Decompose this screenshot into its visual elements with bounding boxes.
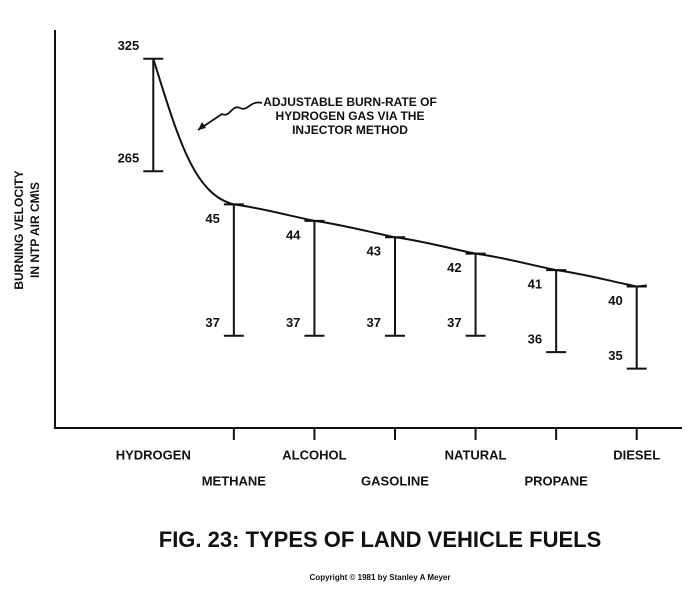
x-tick-label: METHANE [202, 473, 267, 488]
value-label: 37 [286, 315, 300, 330]
annotation: INJECTOR METHOD [292, 123, 408, 137]
value-label: 265 [118, 151, 140, 166]
x-tick-label: DIESEL [613, 447, 660, 462]
x-tick-label: HYDROGEN [116, 447, 191, 462]
value-label: 37 [447, 315, 461, 330]
y-axis-label: IN NTP AIR CM\S [28, 182, 42, 278]
value-label: 42 [447, 260, 461, 275]
value-label: 36 [528, 332, 542, 347]
x-tick-label: PROPANE [524, 473, 588, 488]
arrow-head [198, 122, 206, 130]
chart-title: FIG. 23: TYPES OF LAND VEHICLE FUELS [159, 527, 602, 552]
y-axis-label: BURNING VELOCITY [12, 170, 26, 289]
annotation: HYDROGEN GAS VIA THE [276, 109, 425, 123]
trend-curve [152, 58, 647, 288]
annotation-arrow [197, 101, 263, 131]
x-tick-label: NATURAL [445, 447, 507, 462]
annotation: ADJUSTABLE BURN-RATE OF [263, 95, 437, 109]
value-label: 37 [205, 315, 219, 330]
copyright: Copyright © 1981 by Stanley A Meyer [310, 573, 451, 582]
value-label: 35 [608, 348, 622, 363]
value-label: 43 [367, 244, 381, 259]
value-label: 325 [118, 38, 140, 53]
x-tick-label: ALCOHOL [282, 447, 346, 462]
x-tick-label: GASOLINE [361, 473, 429, 488]
value-label: 41 [528, 277, 542, 292]
value-label: 45 [205, 211, 219, 226]
value-label: 40 [608, 293, 622, 308]
value-label: 37 [367, 315, 381, 330]
value-label: 44 [286, 227, 301, 242]
